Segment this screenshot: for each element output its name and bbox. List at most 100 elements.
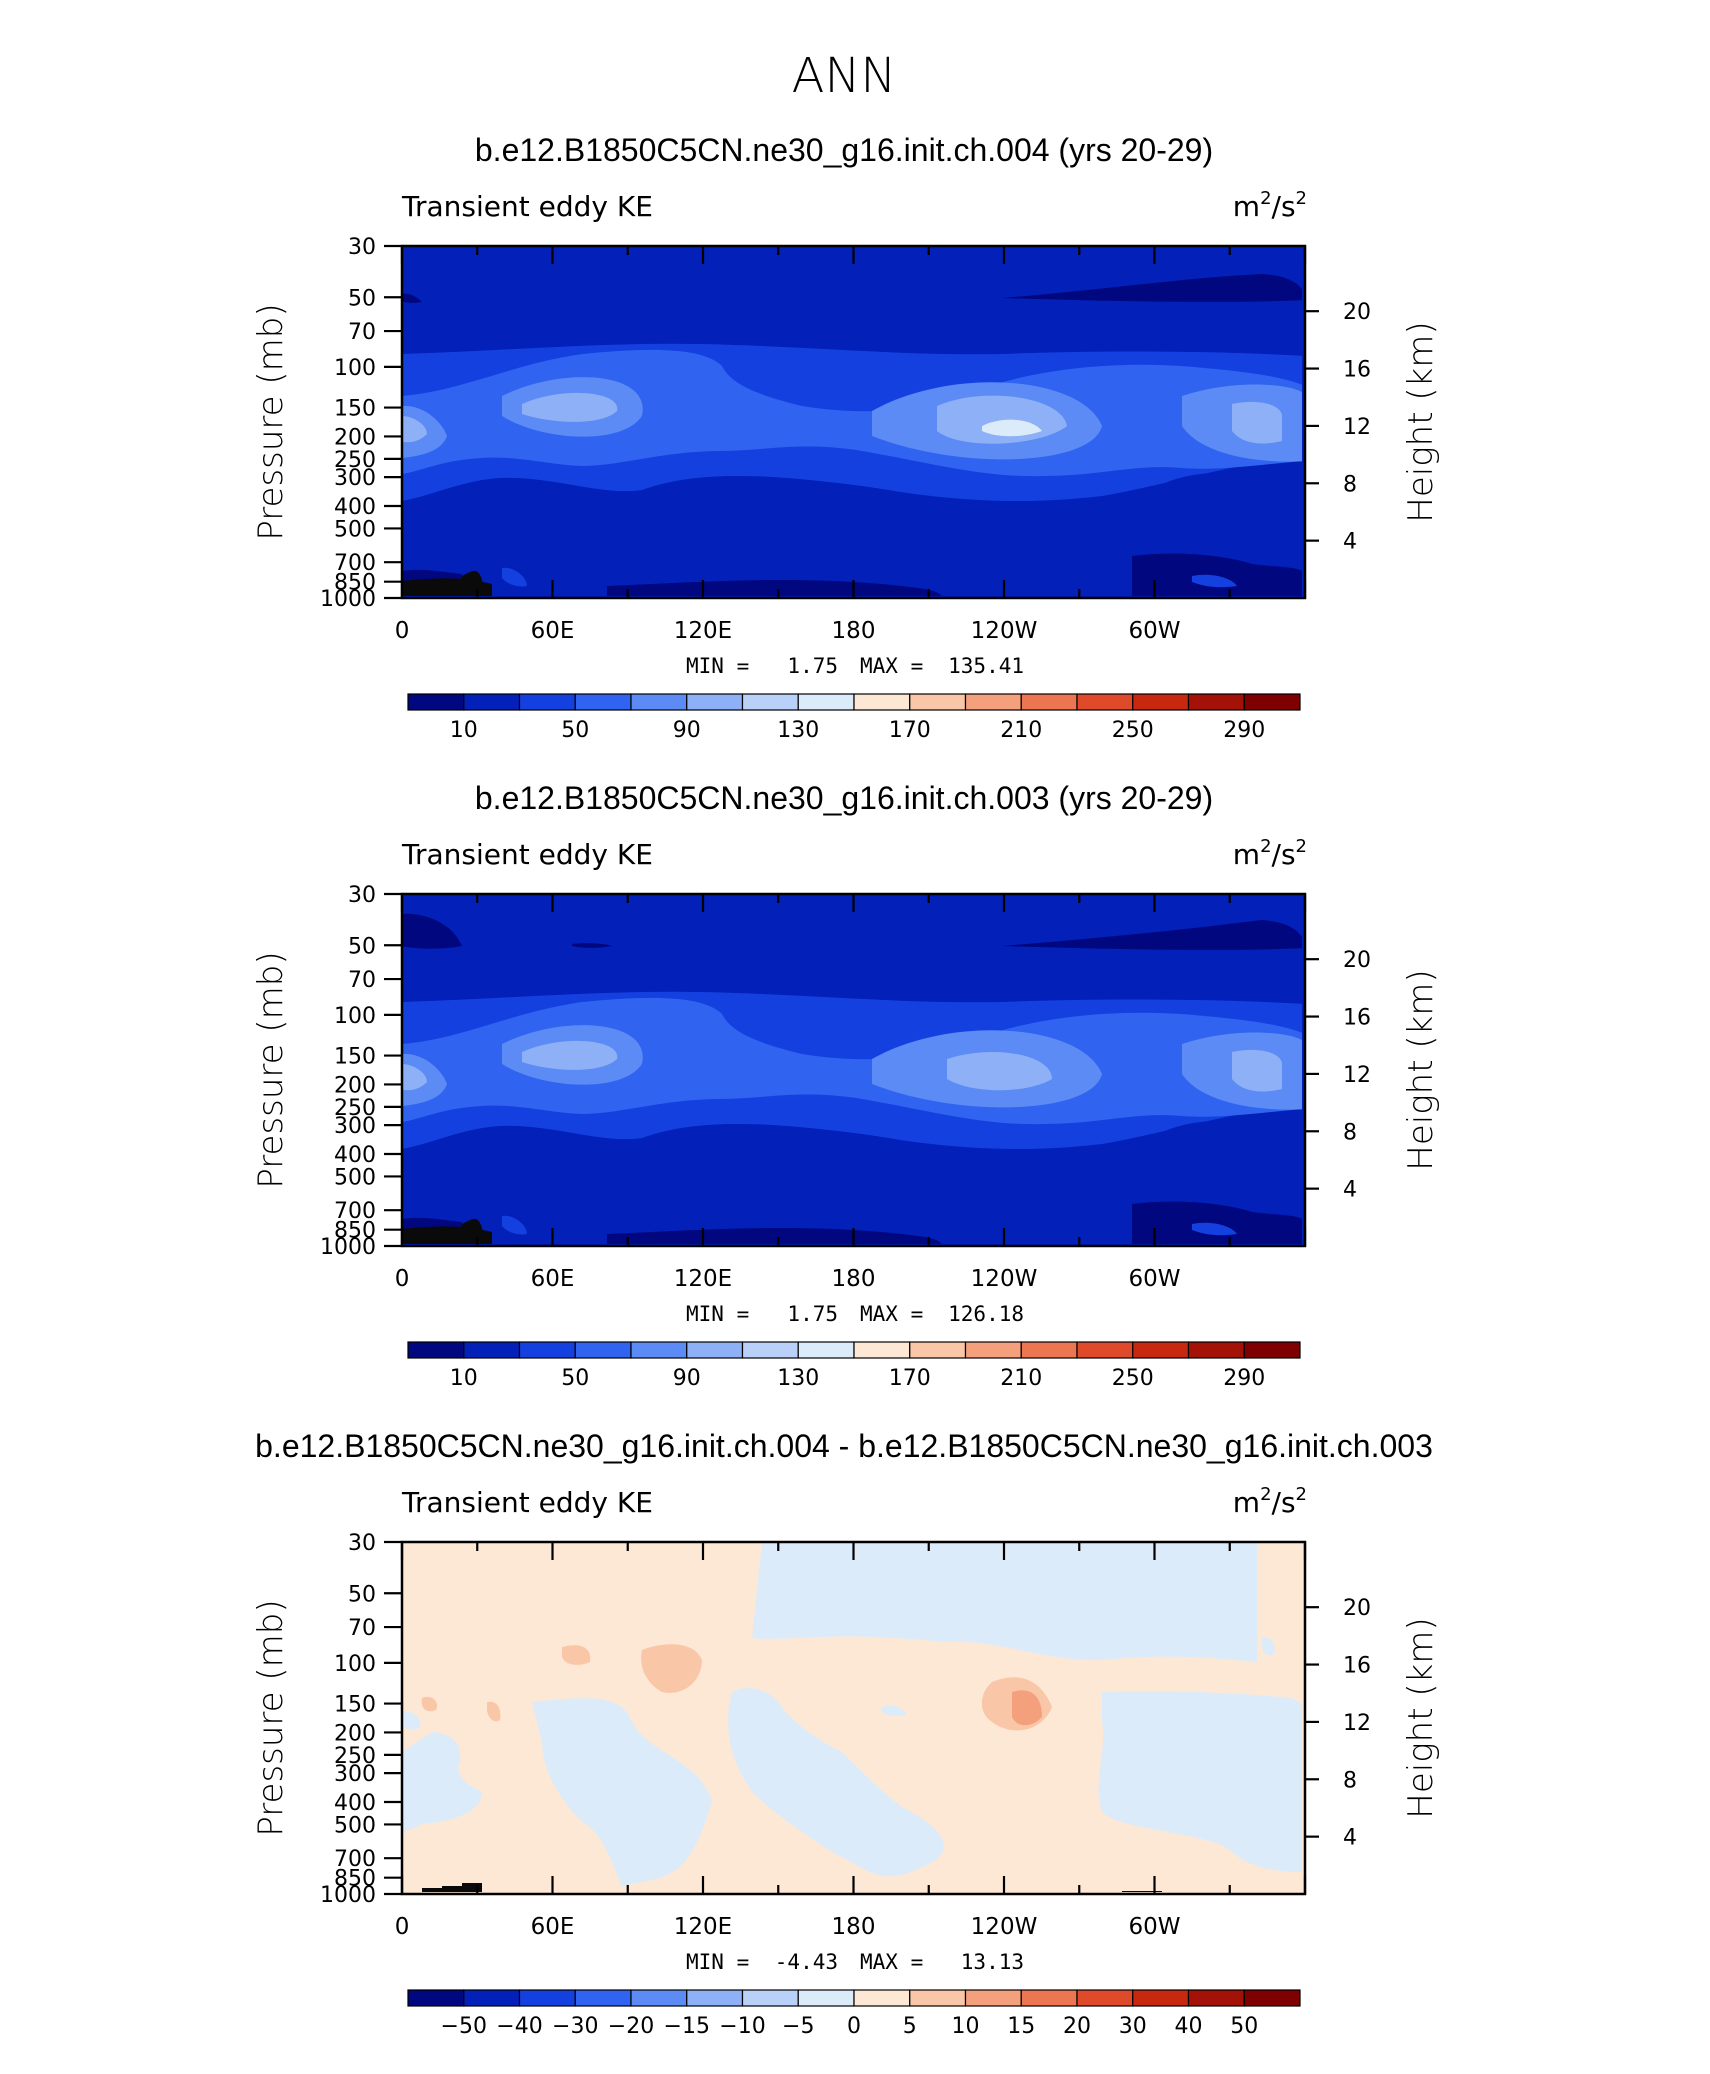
colorbar: −50 −40 −30 −20 −15 −10 −5 0 5 10 15 20 30 40 50 <box>407 1989 1301 2039</box>
colorbar-box <box>909 1341 967 1359</box>
plot-area: 0 60E 120E 180 120W 60W 30 50 70 100 150 200250300… <box>320 235 1371 644</box>
colorbar-box <box>463 1989 521 2007</box>
x-ticks: 0 60E 120E 180 120W 60W <box>395 246 1307 644</box>
y-tick-label: 200 <box>334 1721 376 1746</box>
height-tick-label: 8 <box>1343 1120 1357 1145</box>
y-tick-label: 100 <box>334 1652 376 1677</box>
colorbar-label: −50 <box>441 2014 487 2039</box>
y-tick-label: 700 <box>334 1199 376 1224</box>
x-tick-label: 120W <box>971 1914 1038 1940</box>
x-tick-label: 60W <box>1128 618 1180 644</box>
panel-title: b.e12.B1850C5CN.ne30_g16.init.ch.003 (yr… <box>475 780 1213 816</box>
contour-field <box>402 1542 1302 1892</box>
x-tick-label: 180 <box>832 1266 876 1292</box>
x-tick-label: 0 <box>395 1266 410 1292</box>
y-tick-label: 400 <box>334 1143 376 1168</box>
colorbar-box <box>686 1341 744 1359</box>
y-ticks-right: 20 16 12 8 4 <box>1305 300 1371 555</box>
colorbar-box <box>518 693 576 711</box>
y-tick-label: 850 <box>334 1867 376 1892</box>
x-tick-label: 0 <box>395 618 410 644</box>
colorbar-box <box>1243 693 1301 711</box>
colorbar-label: 90 <box>673 718 701 743</box>
colorbar-label: −15 <box>664 2014 710 2039</box>
y-tick-label: 700 <box>334 1847 376 1872</box>
colorbar-box <box>1020 693 1078 711</box>
y-tick-label: 300 <box>334 1762 376 1787</box>
height-tick-label: 16 <box>1343 1006 1371 1031</box>
colorbar-label: 290 <box>1223 1366 1265 1391</box>
y-tick-label: 50 <box>348 934 376 959</box>
y-tick-label: 100 <box>334 1004 376 1029</box>
contour-field <box>402 913 1302 1244</box>
colorbar: 10 50 90 130 170 210 250 290 <box>407 1341 1301 1391</box>
x-tick-label: 0 <box>395 1914 410 1940</box>
colorbar-box <box>686 1989 744 2007</box>
colorbar: 10 50 90 130 170 210 250 290 <box>407 693 1301 743</box>
y-tick-label: 1000 <box>320 1883 376 1908</box>
colorbar-label: 250 <box>1112 1366 1154 1391</box>
colorbar-label: 170 <box>889 718 931 743</box>
colorbar-box <box>518 1341 576 1359</box>
colorbar-box <box>686 693 744 711</box>
figure-title: ANN <box>792 48 897 104</box>
height-tick-label: 16 <box>1343 358 1371 383</box>
plot-area: 0 60E 120E 180 120W 60W 30 50 70 100 150 200250300… <box>320 1531 1371 1940</box>
colorbar-label: 40 <box>1175 2014 1203 2039</box>
colorbar-label: −5 <box>782 2014 814 2039</box>
y-axis-label-right: Height (km) <box>1401 1617 1441 1818</box>
height-tick-label: 20 <box>1343 1596 1371 1621</box>
y-tick-label: 200 <box>334 1073 376 1098</box>
y-tick-label: 850 <box>334 1219 376 1244</box>
units-string: m2/s2 <box>1233 1484 1307 1519</box>
colorbar-box <box>853 1341 911 1359</box>
colorbar-box <box>574 1989 632 2007</box>
colorbar-box <box>1132 1989 1190 2007</box>
y-tick-label: 500 <box>334 1813 376 1838</box>
y-tick-label: 70 <box>348 968 376 993</box>
colorbar-label: 10 <box>450 718 478 743</box>
colorbar-label: 250 <box>1112 718 1154 743</box>
left-string: Transient eddy KE <box>401 1486 653 1519</box>
colorbar-label: 170 <box>889 1366 931 1391</box>
colorbar-label: 50 <box>561 718 589 743</box>
x-tick-label: 120W <box>971 618 1038 644</box>
colorbar-box <box>1243 1989 1301 2007</box>
y-tick-label: 200 <box>334 425 376 450</box>
x-tick-label: 180 <box>832 618 876 644</box>
min-label: MIN = <box>686 1950 749 1974</box>
colorbar-box <box>574 1341 632 1359</box>
x-tick-label: 120W <box>971 1266 1038 1292</box>
colorbar-box <box>1132 693 1190 711</box>
y-tick-label: 500 <box>334 517 376 542</box>
y-axis-label-right: Height (km) <box>1401 321 1441 522</box>
colorbar-box <box>909 1989 967 2007</box>
max-value: 126.18 <box>948 1302 1024 1326</box>
y-tick-label: 70 <box>348 320 376 345</box>
colorbar-box <box>741 1341 799 1359</box>
y-tick-label: 50 <box>348 286 376 311</box>
colorbar-label: 15 <box>1007 2014 1035 2039</box>
min-label: MIN = <box>686 1302 749 1326</box>
y-tick-label: 1000 <box>320 587 376 612</box>
colorbar-box <box>741 693 799 711</box>
colorbar-label: 10 <box>450 1366 478 1391</box>
y-tick-label: 250 <box>334 448 376 473</box>
max-value: 135.41 <box>948 654 1024 678</box>
y-tick-label: 300 <box>334 1114 376 1139</box>
height-tick-label: 8 <box>1343 472 1357 497</box>
colorbar-label: 50 <box>561 1366 589 1391</box>
colorbar-box <box>407 693 465 711</box>
y-tick-label: 400 <box>334 495 376 520</box>
y-tick-label: 150 <box>334 397 376 422</box>
height-tick-label: 20 <box>1343 300 1371 325</box>
colorbar-label: −10 <box>719 2014 765 2039</box>
units-string: m2/s2 <box>1233 188 1307 223</box>
panel-title: b.e12.B1850C5CN.ne30_g16.init.ch.004 - b… <box>255 1428 1433 1464</box>
colorbar-box <box>407 1989 465 2007</box>
colorbar-box <box>1132 1341 1190 1359</box>
x-tick-label: 60W <box>1128 1266 1180 1292</box>
colorbar-box <box>1076 1989 1134 2007</box>
height-tick-label: 16 <box>1343 1654 1371 1679</box>
